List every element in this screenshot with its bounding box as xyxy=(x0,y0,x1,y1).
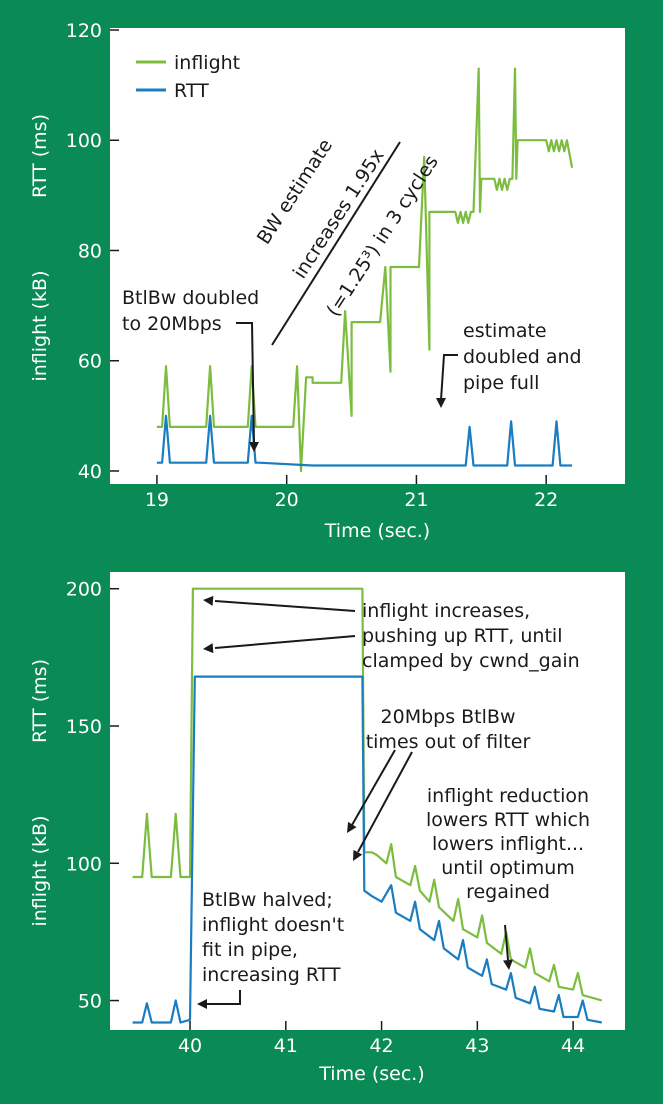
annotation-btlbw-halved: BtlBw halved; xyxy=(202,889,333,911)
chart-panel-2: 40 41 42 43 44 50 100 150 200 Time (sec.) RTT (ms)… xyxy=(29,572,625,1085)
chart-panel-1: 19 20 21 22 40 60 80 100 120 Time (sec.) RTT (ms) i… xyxy=(29,20,625,542)
arrow-line xyxy=(214,600,356,612)
x-tick-label: 44 xyxy=(561,1035,585,1057)
arrow-line xyxy=(236,322,255,445)
annotation-btlbw-times-out: 20Mbps BtlBw xyxy=(381,706,516,728)
bw-estimate-slope-line xyxy=(271,141,401,346)
arrow-head xyxy=(347,821,357,833)
annotation-inflight-increases: clamped by cwnd_gain xyxy=(362,650,580,672)
arrow-head xyxy=(203,595,214,606)
series-line-rtt xyxy=(156,414,573,467)
annotation-btlbw-doubled: to 20Mbps xyxy=(122,313,222,335)
annotation-btlbw-halved: fit in pipe, xyxy=(202,939,298,961)
plot-background xyxy=(110,28,625,484)
annotation-btlbw-times-out: times out of filter xyxy=(366,731,531,753)
y-tick-label: 80 xyxy=(78,240,102,262)
y-axis-label-rtt: RTT (ms) xyxy=(29,114,51,198)
y-tick-label: 100 xyxy=(66,130,102,152)
y-axis-label-rtt: RTT (ms) xyxy=(29,659,51,743)
annotation-inflight-reduction: lowers inflight... xyxy=(432,833,584,855)
annotation-inflight-reduction: lowers RTT which xyxy=(426,809,590,831)
x-tick-label: 22 xyxy=(534,489,558,511)
x-tick-label: 42 xyxy=(369,1035,393,1057)
arrow-line xyxy=(504,924,509,961)
arrow-line xyxy=(207,990,241,1005)
y-tick-label: 100 xyxy=(66,853,102,875)
y-tick-label: 120 xyxy=(66,20,102,42)
arrow-head xyxy=(503,959,513,970)
x-tick-label: 20 xyxy=(275,489,299,511)
series-line-inflight xyxy=(132,587,603,1002)
plot-background xyxy=(110,572,625,1030)
y-tick-label: 50 xyxy=(78,991,102,1013)
x-axis-label: Time (sec.) xyxy=(324,520,430,542)
arrow-head xyxy=(436,398,446,408)
x-tick-label: 40 xyxy=(178,1035,202,1057)
y-tick-label: 150 xyxy=(66,716,102,738)
arrow-head xyxy=(203,643,214,654)
legend-label-inflight: inflight xyxy=(174,52,240,74)
annotation-estimate-doubled: pipe full xyxy=(463,372,539,394)
arrow-head xyxy=(197,999,207,1009)
arrow-line xyxy=(351,749,396,826)
annotation-inflight-increases: inflight increases, xyxy=(362,600,530,622)
annotation-inflight-reduction: regained xyxy=(466,881,550,903)
y-tick-label: 40 xyxy=(78,461,102,483)
annotation-btlbw-doubled: BtlBw doubled xyxy=(122,287,259,309)
arrow-line xyxy=(357,751,413,853)
x-tick-label: 43 xyxy=(465,1035,489,1057)
series-line-rtt xyxy=(132,675,603,1024)
annotation-btlbw-halved: increasing RTT xyxy=(202,964,341,986)
x-axis-label: Time (sec.) xyxy=(318,1063,424,1085)
arrow-head xyxy=(249,442,259,452)
annotation-estimate-doubled: estimate xyxy=(463,320,547,342)
x-tick-label: 21 xyxy=(404,489,428,511)
x-tick-label: 41 xyxy=(274,1035,298,1057)
annotation-estimate-doubled: doubled and xyxy=(463,346,582,368)
arrow-line xyxy=(440,354,458,401)
y-axis-label-inflight: inflight (kB) xyxy=(29,270,51,381)
annotation-btlbw-halved: inflight doesn't xyxy=(202,914,344,936)
y-axis-label-inflight: inflight (kB) xyxy=(29,815,51,926)
arrow-line xyxy=(214,635,356,649)
x-tick-label: 19 xyxy=(145,489,169,511)
arrow-head xyxy=(353,849,363,861)
annotation-inflight-increases: pushing up RTT, until xyxy=(362,625,562,647)
y-tick-label: 60 xyxy=(78,351,102,373)
annotation-inflight-reduction: inflight reduction xyxy=(427,785,589,807)
y-tick-label: 200 xyxy=(66,579,102,601)
annotation-inflight-reduction: until optimum xyxy=(441,857,575,879)
legend-label-rtt: RTT xyxy=(174,80,209,102)
